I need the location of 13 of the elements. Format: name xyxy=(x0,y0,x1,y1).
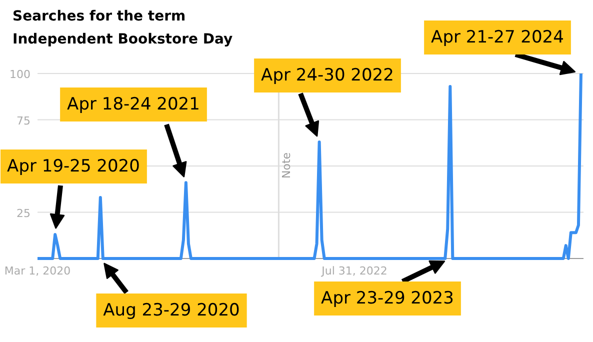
annotation: Apr 18-24 2021 xyxy=(67,94,200,114)
annotation: Aug 23-29 2020 xyxy=(103,300,240,320)
x-tick-label: Jul 31, 2022 xyxy=(320,264,388,278)
annotation: Apr 19-25 2020 xyxy=(7,156,140,176)
annotation: Apr 24-30 2022 xyxy=(261,66,394,86)
ref-line-label: Note xyxy=(280,152,294,179)
y-tick-label: 100 xyxy=(10,68,31,81)
annotation: Apr 23-29 2023 xyxy=(321,288,454,308)
y-tick-label: 75 xyxy=(16,114,31,128)
annotation: Apr 21-27 2024 xyxy=(431,28,564,48)
y-tick-label: 25 xyxy=(16,206,31,220)
x-tick-label: Mar 1, 2020 xyxy=(4,264,71,278)
chart-title: Searches for the term Independent Bookstore Day xyxy=(12,8,233,48)
